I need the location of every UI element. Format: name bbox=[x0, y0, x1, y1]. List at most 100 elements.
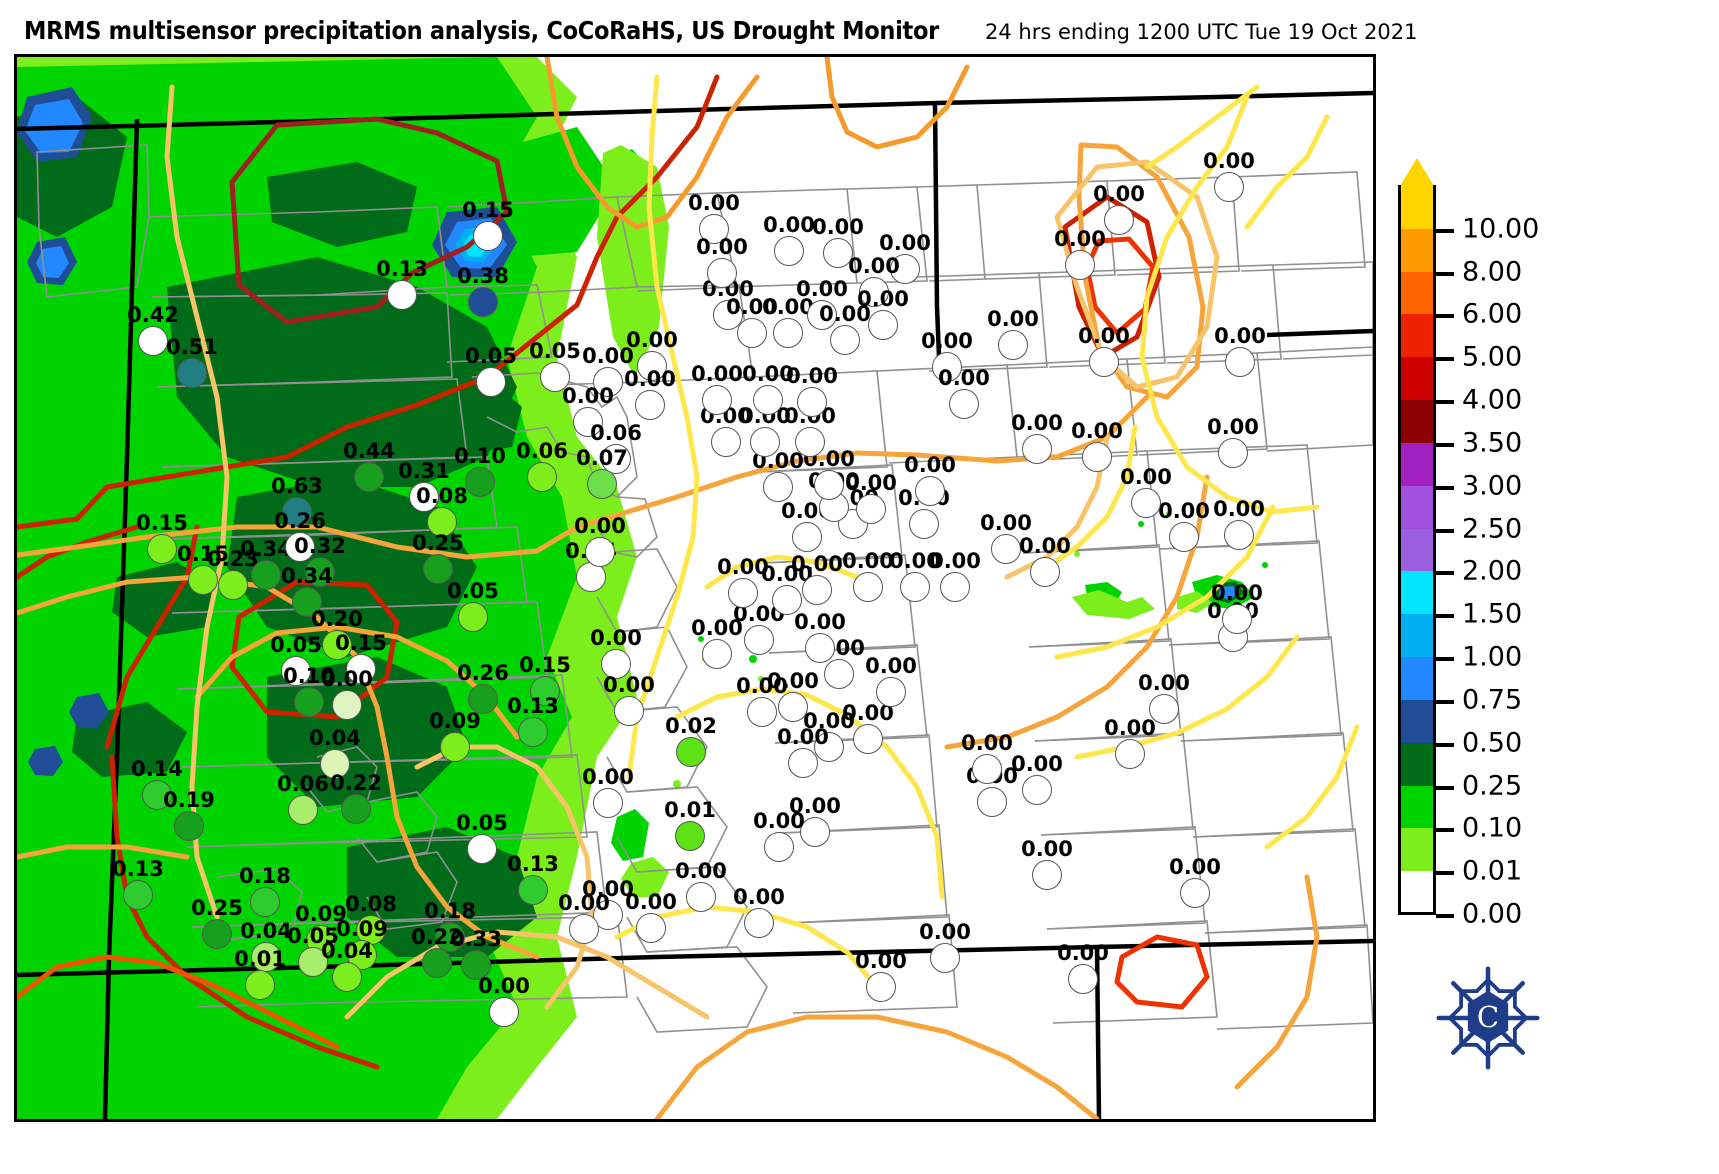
station-value-label: 0.04 bbox=[240, 919, 292, 943]
station-value-label: 0.00 bbox=[879, 231, 931, 255]
station-marker bbox=[322, 630, 352, 660]
station-value-label: 0.00 bbox=[1057, 941, 1109, 965]
station-value-label: 0.14 bbox=[131, 757, 183, 781]
station-marker bbox=[1082, 442, 1112, 472]
station-value-label: 0.10 bbox=[454, 444, 506, 468]
colorbar-tick bbox=[1436, 657, 1454, 662]
colorbar-tick-label: 0.50 bbox=[1462, 727, 1523, 759]
colorbar-band bbox=[1400, 314, 1434, 358]
station-marker bbox=[637, 351, 667, 381]
station-marker bbox=[202, 919, 232, 949]
station-marker bbox=[518, 875, 548, 905]
station-marker bbox=[288, 795, 318, 825]
svg-text:C: C bbox=[1477, 1000, 1499, 1034]
station-value-label: 0.00 bbox=[889, 549, 941, 573]
station-marker bbox=[593, 788, 623, 818]
valid-time-subtitle: 24 hrs ending 1200 UTC Tue 19 Oct 2021 bbox=[985, 20, 1418, 44]
colorbar-tick-label: 5.00 bbox=[1462, 341, 1523, 373]
station-marker bbox=[909, 509, 939, 539]
station-marker bbox=[354, 462, 384, 492]
station-value-label: 0.00 bbox=[1011, 411, 1063, 435]
station-value-label: 0.34 bbox=[240, 537, 292, 561]
header: MRMS multisensor precipitation analysis,… bbox=[0, 0, 1719, 52]
station-value-label: 0.33 bbox=[450, 927, 502, 951]
colorbar-tick-label: 3.00 bbox=[1462, 470, 1523, 502]
colorbar-band bbox=[1400, 228, 1434, 273]
station-marker bbox=[972, 754, 1002, 784]
page-title: MRMS multisensor precipitation analysis,… bbox=[24, 16, 939, 45]
station-value-label: 0.00 bbox=[753, 809, 805, 833]
colorbar-tick-label: 0.10 bbox=[1462, 812, 1523, 844]
station-value-label: 0.00 bbox=[796, 277, 848, 301]
station-value-label: 0.00 bbox=[819, 302, 871, 326]
colorbar-tick bbox=[1436, 699, 1454, 704]
station-marker bbox=[465, 467, 495, 497]
station-value-label: 0.15 bbox=[519, 653, 571, 677]
station-marker bbox=[763, 472, 793, 502]
station-value-label: 0.07 bbox=[576, 446, 628, 470]
station-value-label: 0.00 bbox=[590, 626, 642, 650]
colorbar-tick-label: 3.50 bbox=[1462, 427, 1523, 459]
station-value-label: 0.06 bbox=[277, 772, 329, 796]
colorbar-band bbox=[1400, 528, 1434, 572]
station-value-label: 0.09 bbox=[429, 709, 481, 733]
station-value-label: 0.00 bbox=[574, 514, 626, 538]
station-value-label: 0.00 bbox=[1054, 227, 1106, 251]
colorbar-tick bbox=[1436, 442, 1454, 447]
station-marker bbox=[147, 534, 177, 564]
station-marker bbox=[1032, 860, 1062, 890]
station-marker bbox=[409, 482, 439, 512]
station-value-label: 0.04 bbox=[309, 726, 361, 750]
station-value-label: 0.00 bbox=[675, 859, 727, 883]
station-marker bbox=[468, 287, 498, 317]
station-marker bbox=[853, 724, 883, 754]
station-value-label: 0.00 bbox=[929, 549, 981, 573]
station-marker bbox=[823, 238, 853, 268]
station-marker bbox=[773, 318, 803, 348]
map-canvas[interactable]: 0.15 0.13 0.42 0.38 0.51 0.05 0.05 0.00 0.00 0.00… bbox=[14, 54, 1376, 1122]
station-value-label: 0.05 bbox=[529, 339, 581, 363]
station-value-label: 0.00 bbox=[603, 673, 655, 697]
station-value-label: 0.00 bbox=[726, 295, 778, 319]
station-value-label: 0.06 bbox=[590, 421, 642, 445]
colorbar-tick bbox=[1436, 528, 1454, 533]
colorbar-tick bbox=[1436, 914, 1454, 918]
station-marker bbox=[744, 908, 774, 938]
station-marker bbox=[473, 221, 503, 251]
colorbar: 10.00 8.00 6.00 5.00 4.00 3.50 3.00 2.50 2.00 1.5… bbox=[1398, 158, 1539, 930]
station-marker bbox=[593, 900, 623, 930]
station-value-label: 0.08 bbox=[416, 484, 468, 508]
station-marker bbox=[711, 427, 741, 457]
station-value-label: 0.00 bbox=[1019, 534, 1071, 558]
station-marker bbox=[518, 717, 548, 747]
station-marker bbox=[635, 390, 665, 420]
station-marker bbox=[856, 494, 886, 524]
colorbar-tick bbox=[1436, 400, 1454, 405]
station-value-label: 0.00 bbox=[904, 453, 956, 477]
station-value-label: 0.22 bbox=[330, 771, 382, 795]
station-marker bbox=[940, 572, 970, 602]
station-marker bbox=[1222, 604, 1252, 634]
station-value-label: 0.00 bbox=[1213, 497, 1265, 521]
station-value-label: 0.00 bbox=[763, 213, 815, 237]
colorbar-band bbox=[1400, 186, 1434, 230]
station-value-label: 0.00 bbox=[1158, 499, 1210, 523]
colorbar-tick bbox=[1436, 614, 1454, 619]
station-value-label: 0.00 bbox=[582, 344, 634, 368]
station-value-label: 0.04 bbox=[321, 939, 373, 963]
station-value-label: 0.00 bbox=[691, 616, 743, 640]
station-value-label: 0.05 bbox=[287, 924, 339, 948]
station-value-label: 0.18 bbox=[239, 864, 291, 888]
station-marker bbox=[1065, 250, 1095, 280]
station-value-label: 0.63 bbox=[271, 474, 323, 498]
colorbar-band bbox=[1400, 657, 1434, 701]
station-marker bbox=[915, 476, 945, 506]
station-marker bbox=[636, 913, 666, 943]
station-marker bbox=[868, 310, 898, 340]
station-value-label: 0.00 bbox=[812, 215, 864, 239]
station-marker bbox=[1131, 488, 1161, 518]
station-marker bbox=[292, 587, 322, 617]
station-marker bbox=[587, 469, 617, 499]
station-value-label: 0.15 bbox=[462, 198, 514, 222]
station-marker bbox=[675, 821, 705, 851]
